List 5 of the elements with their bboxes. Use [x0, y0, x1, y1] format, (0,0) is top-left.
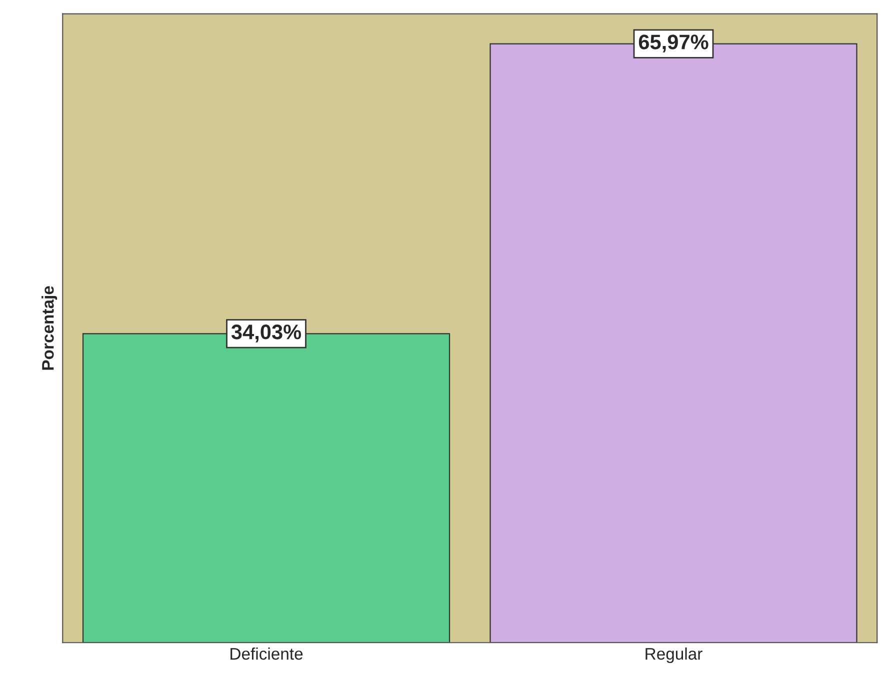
data-label: 34,03% — [231, 324, 302, 342]
y-axis-title: Porcentaje — [42, 286, 58, 370]
data-label: 65,97% — [638, 34, 708, 52]
x-tick-label: Regular — [646, 647, 702, 664]
x-tick-label: Deficiente — [230, 647, 303, 660]
